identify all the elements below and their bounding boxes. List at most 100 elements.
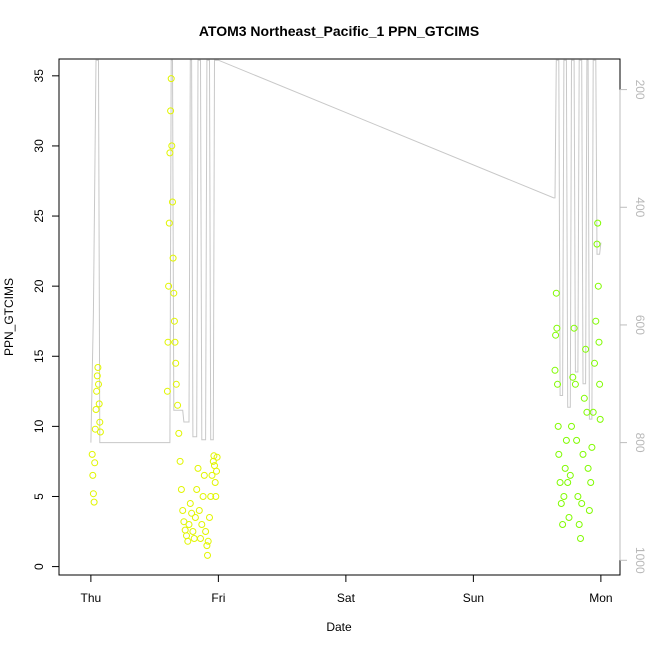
- data-point: [95, 380, 102, 388]
- data-point: [198, 521, 206, 528]
- data-point: [177, 486, 185, 493]
- data-point: [554, 422, 562, 430]
- data-point: [89, 490, 97, 498]
- data-point: [175, 429, 183, 437]
- x-tick-label: Thu: [81, 591, 102, 605]
- data-point: [94, 364, 102, 371]
- data-point: [206, 514, 213, 521]
- data-point: [585, 507, 593, 514]
- data-point: [92, 406, 100, 413]
- data-point: [595, 338, 603, 346]
- data-point: [564, 479, 572, 486]
- data-point: [167, 75, 175, 83]
- y-tick-label: 35: [32, 69, 46, 83]
- x-axis-label: Date: [326, 620, 352, 634]
- data-point: [552, 289, 560, 297]
- data-point: [186, 500, 194, 507]
- data-point: [93, 372, 101, 380]
- data-point: [569, 373, 577, 381]
- data-point: [551, 366, 559, 374]
- y-axis-label: PPN_GTCIMS: [2, 278, 16, 356]
- data-point: [591, 359, 598, 367]
- data-point: [555, 450, 563, 458]
- data-point: [211, 462, 218, 470]
- data-point: [592, 317, 600, 325]
- data-point: [562, 436, 570, 444]
- data-point: [588, 443, 596, 451]
- data-point: [169, 254, 177, 262]
- secondary-line-layer: [90, 59, 602, 444]
- x-axis: Thu Fri Sat Sun Mon: [81, 574, 613, 605]
- data-point: [561, 464, 569, 472]
- data-point: [163, 387, 171, 395]
- data-point: [213, 453, 221, 461]
- data-point: [176, 457, 184, 465]
- data-point: [89, 471, 97, 479]
- x-tick-label: Mon: [589, 591, 612, 605]
- data-point: [91, 459, 99, 467]
- data-point: [165, 219, 173, 227]
- data-point: [193, 486, 201, 493]
- y2-tick-label: 1000: [633, 547, 647, 574]
- x-tick-label: Fri: [211, 591, 225, 605]
- data-point: [96, 428, 104, 436]
- y-tick-label: 5: [32, 493, 46, 500]
- data-point: [189, 528, 197, 535]
- x-tick-label: Sun: [463, 591, 484, 605]
- data-point: [212, 493, 220, 500]
- data-point: [169, 198, 176, 206]
- chart-title: ATOM3 Northeast_Pacific_1 PPN_GTCIMS: [199, 23, 479, 39]
- y-tick-label: 15: [32, 349, 46, 363]
- data-point: [179, 507, 187, 514]
- data-point: [172, 359, 180, 367]
- y-tick-label: 30: [32, 139, 46, 153]
- data-point: [579, 450, 587, 458]
- data-point: [203, 542, 211, 550]
- data-point: [204, 537, 212, 545]
- secondary-line: [90, 59, 602, 444]
- y-axis: 0 5 10 15 20 25 30 35: [32, 69, 60, 570]
- data-point: [167, 107, 175, 115]
- data-point: [578, 500, 586, 507]
- data-point: [559, 521, 567, 528]
- data-point: [593, 240, 601, 248]
- data-point: [552, 331, 560, 339]
- data-point: [554, 380, 561, 388]
- data-point: [96, 418, 104, 426]
- data-point: [170, 317, 178, 325]
- data-point: [197, 535, 204, 542]
- y-tick-label: 0: [32, 563, 46, 570]
- data-point: [171, 338, 179, 346]
- data-point: [594, 219, 602, 227]
- data-point: [165, 282, 173, 290]
- data-point: [582, 345, 590, 353]
- data-point: [164, 338, 172, 346]
- y-tick-label: 20: [32, 279, 46, 293]
- data-point: [557, 500, 565, 507]
- data-point: [204, 551, 211, 559]
- data-point: [596, 415, 604, 423]
- data-point: [170, 289, 178, 297]
- data-point: [194, 464, 202, 472]
- data-point: [565, 514, 573, 521]
- data-point: [93, 387, 101, 395]
- data-point: [190, 535, 198, 542]
- data-point: [566, 471, 574, 479]
- data-point: [571, 380, 579, 388]
- data-point: [570, 324, 578, 332]
- data-point: [596, 380, 604, 388]
- data-point: [183, 532, 190, 540]
- y-tick-label: 10: [32, 419, 46, 433]
- data-point: [184, 537, 192, 545]
- data-point: [580, 394, 588, 402]
- data-point: [574, 493, 582, 500]
- data-point: [200, 471, 208, 479]
- data-point: [188, 509, 196, 517]
- data-point: [589, 408, 597, 416]
- data-point: [568, 422, 575, 430]
- data-point: [560, 493, 568, 500]
- data-point: [199, 493, 207, 500]
- data-point: [166, 149, 174, 157]
- data-point: [577, 535, 584, 542]
